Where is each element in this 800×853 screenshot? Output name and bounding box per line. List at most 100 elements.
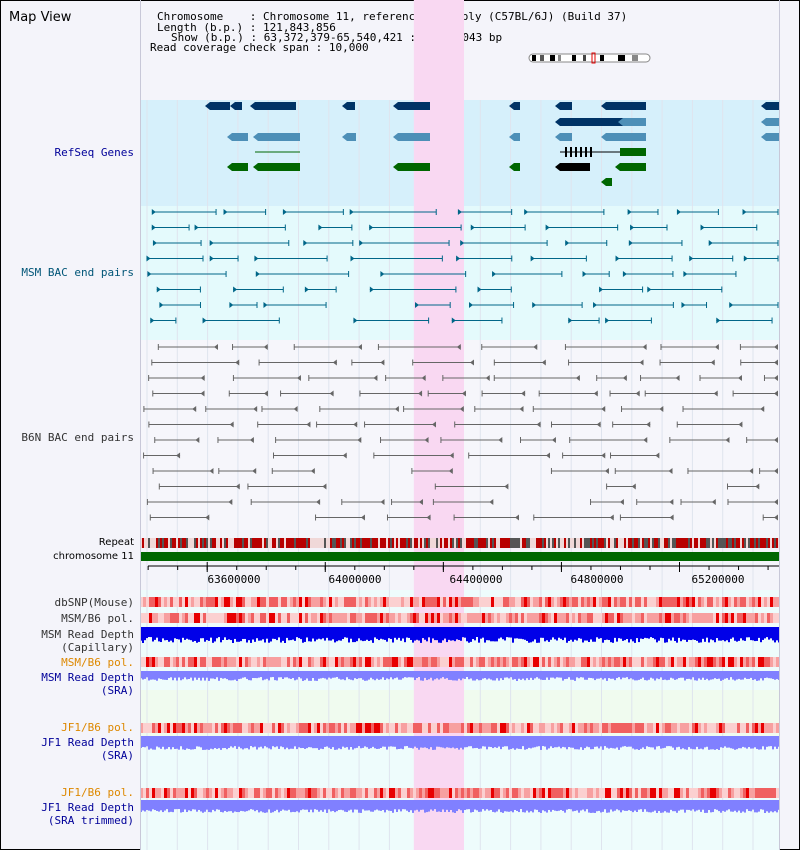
dbsnp-density — [632, 597, 635, 607]
jf1-b6-pol-trimmed-density — [446, 788, 449, 798]
msm-depth-capillary-bar — [310, 627, 312, 642]
msm-depth-capillary-bar — [598, 627, 600, 639]
bac-end-icon — [489, 499, 494, 505]
repeat-element — [560, 538, 562, 548]
msm-depth-capillary-bar — [476, 627, 478, 638]
bac-end-icon — [708, 240, 713, 246]
repeat-element — [306, 538, 308, 548]
jf1-depth-bar — [258, 736, 260, 748]
msm-depth-capillary-bar — [324, 627, 326, 641]
bac-end-icon — [593, 302, 598, 308]
msm-depth-sra-bar — [556, 671, 558, 678]
repeat-element — [762, 538, 764, 548]
jf1-depth-trimmed-bar — [326, 800, 328, 813]
refseq-gene — [232, 163, 248, 171]
msm-b6-pol-sra-density — [419, 657, 422, 667]
jf1-b6-pol-trimmed-density — [371, 788, 374, 798]
dbsnp-density — [218, 597, 221, 607]
msm-b6-pol-sra-density — [485, 657, 488, 667]
jf1-b6-pol-density — [188, 723, 191, 733]
jf1-depth-trimmed-bar — [240, 800, 242, 811]
gene-arrow-icon — [601, 102, 606, 110]
jf1-depth-bar — [734, 736, 736, 750]
dbsnp-density — [530, 597, 533, 607]
msm-b6-pol-density — [641, 613, 644, 623]
genome-plot[interactable] — [140, 0, 782, 850]
jf1-b6-pol-trimmed-density — [719, 788, 722, 798]
jf1-depth-trimmed-bar — [154, 800, 156, 811]
chromosome-ideogram[interactable] — [528, 52, 652, 64]
jf1-b6-pol-density — [458, 723, 461, 733]
repeat-element — [260, 538, 262, 548]
dbsnp-density — [518, 597, 521, 607]
dbsnp-density — [374, 597, 377, 607]
repeat-element — [240, 538, 242, 548]
msm-b6-pol-sra-density — [602, 657, 605, 667]
msm-depth-capillary-bar — [570, 627, 572, 640]
jf1-b6-pol-density — [233, 723, 236, 733]
jf1-b6-pol-trimmed-density — [398, 788, 401, 798]
msm-depth-capillary-bar — [512, 627, 514, 643]
jf1-depth-trimmed-bar — [262, 800, 264, 813]
jf1-depth-bar — [382, 736, 384, 747]
msm-depth-capillary-bar — [270, 627, 272, 642]
msm-depth-capillary-bar — [626, 627, 628, 640]
msm-depth-capillary-bar — [644, 627, 646, 638]
msm-b6-pol-density — [491, 613, 494, 623]
msm-depth-sra-bar — [180, 671, 182, 681]
msm-b6-pol-density — [464, 613, 467, 623]
jf1-depth-trimmed-bar — [308, 800, 310, 813]
jf1-depth-bar — [684, 736, 686, 750]
jf1-depth-bar — [394, 736, 396, 747]
jf1-depth-trimmed-bar — [338, 800, 340, 810]
jf1-b6-pol-trimmed-density — [146, 788, 149, 798]
dbsnp-density — [596, 597, 599, 607]
repeat-element — [616, 538, 618, 548]
msm-depth-sra-bar — [184, 671, 186, 678]
jf1-depth-trimmed-bar — [696, 800, 698, 811]
msm-b6-pol-density — [428, 613, 431, 623]
msm-b6-pol-sra-density — [176, 657, 179, 667]
dbsnp-density — [239, 597, 242, 607]
jf1-b6-pol-trimmed-density — [158, 788, 161, 798]
repeat-element — [588, 538, 590, 548]
msm-depth-capillary-bar — [640, 627, 642, 639]
msm-depth-capillary-bar — [544, 627, 546, 642]
jf1-depth-bar — [500, 736, 502, 750]
jf1-depth-bar — [380, 736, 382, 748]
msm-b6-pol-sra-density — [335, 657, 338, 667]
repeat-element — [658, 538, 660, 548]
msm-b6-pol-density — [332, 613, 335, 623]
msm-depth-sra-bar — [276, 671, 278, 681]
dbsnp-density — [401, 597, 404, 607]
msm-depth-capillary-bar — [242, 627, 244, 639]
jf1-depth-trimmed-bar — [506, 800, 508, 812]
repeat-element — [390, 538, 392, 548]
jf1-depth-trimmed-bar — [666, 800, 668, 813]
bac-end-icon — [448, 468, 453, 474]
jf1-b6-pol-trimmed-density — [707, 788, 710, 798]
jf1-b6-pol-trimmed-density — [335, 788, 338, 798]
jf1-b6-pol-density — [377, 723, 380, 733]
msm-depth-sra-bar — [162, 671, 164, 680]
jf1-b6-pol-density — [260, 723, 263, 733]
jf1-b6-pol-density — [374, 723, 377, 733]
msm-b6-pol-sra-density — [536, 657, 539, 667]
bac-end-icon — [536, 421, 541, 428]
jf1-depth-bar — [182, 736, 184, 750]
msm-b6-pol-sra-density — [557, 657, 560, 667]
msm-depth-sra-bar — [578, 671, 580, 679]
repeat-element — [680, 538, 682, 548]
repeat-element — [204, 538, 206, 548]
jf1-depth-bar — [464, 736, 466, 748]
msm-depth-capillary-bar — [266, 627, 268, 639]
jf1-depth-trimmed-bar — [284, 800, 286, 811]
msm-b6-pol-density — [710, 613, 713, 623]
jf1-b6-pol-trimmed-density — [761, 788, 764, 798]
jf1-b6-pol-trimmed-density — [767, 788, 770, 798]
jf1-depth-bar — [646, 736, 648, 747]
jf1-b6-pol-trimmed-density — [503, 788, 506, 798]
repeat-element — [580, 538, 582, 548]
dbsnp-density — [569, 597, 572, 607]
msm-b6-pol-sra-density — [149, 657, 152, 667]
